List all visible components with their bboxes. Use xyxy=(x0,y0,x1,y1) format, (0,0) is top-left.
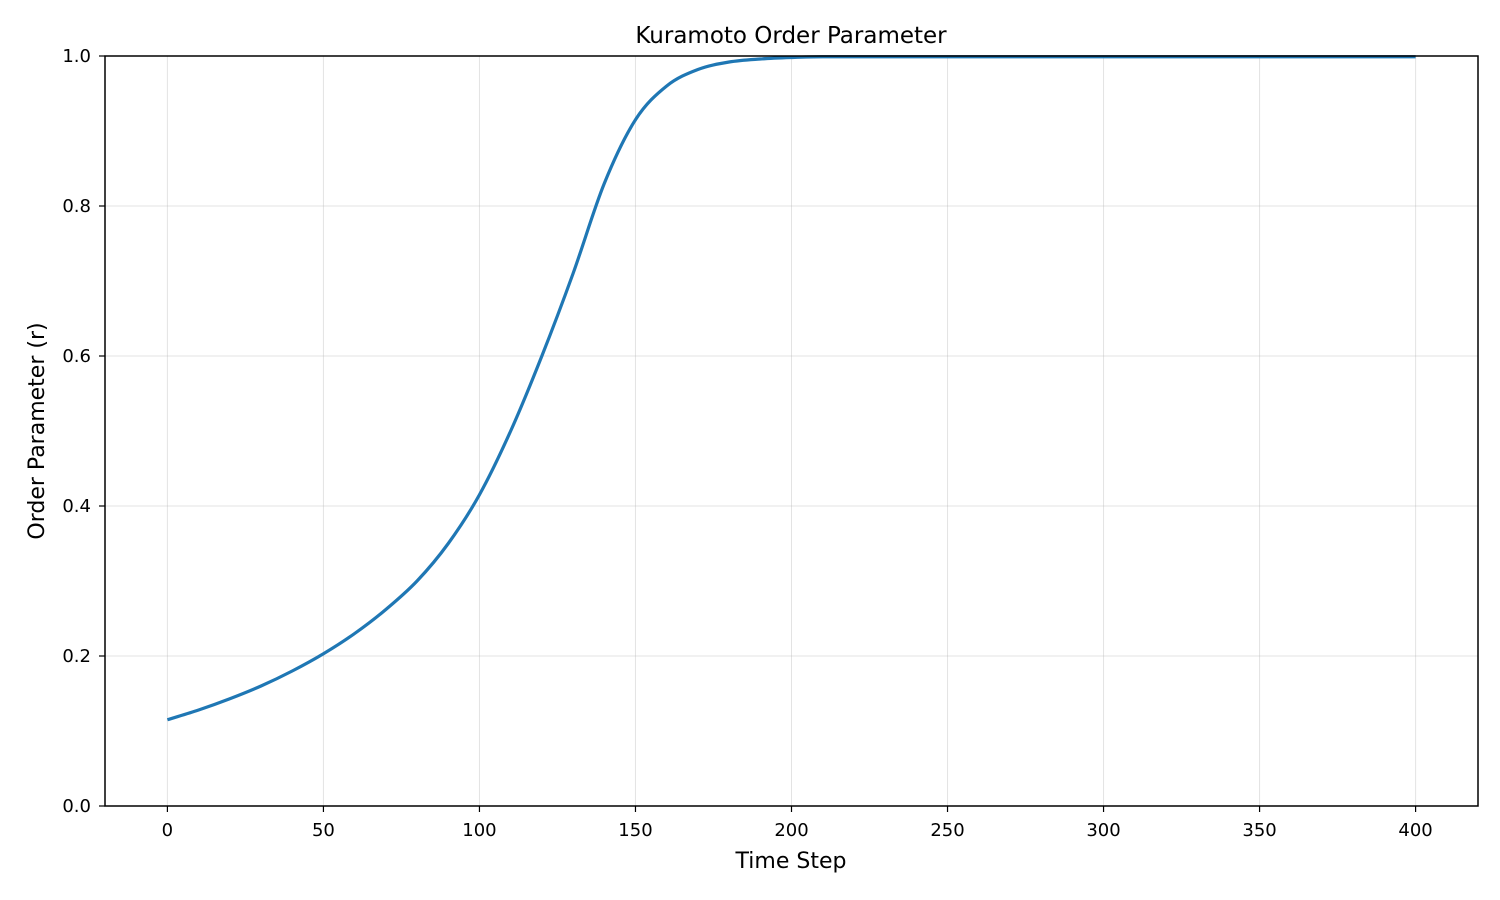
x-tick-label: 250 xyxy=(930,820,964,841)
y-tick-label: 0.4 xyxy=(62,496,91,517)
x-tick-label: 200 xyxy=(774,820,808,841)
x-tick-label: 400 xyxy=(1398,820,1432,841)
y-tick-label: 1.0 xyxy=(62,46,91,67)
y-axis-label: Order Parameter (r) xyxy=(25,322,50,539)
y-tick-label: 0.8 xyxy=(62,196,91,217)
x-tick-label: 50 xyxy=(312,820,335,841)
grid-layer xyxy=(105,55,1478,807)
x-axis-label: Time Step xyxy=(735,849,847,874)
x-axis-ticks: 0 50 100 150 200 250 300 350 400 xyxy=(162,806,1433,841)
y-tick-label: 0.0 xyxy=(62,796,91,817)
x-tick-label: 0 xyxy=(162,820,173,841)
x-tick-label: 300 xyxy=(1086,820,1120,841)
chart-title: Kuramoto Order Parameter xyxy=(635,23,947,49)
y-tick-label: 0.6 xyxy=(62,346,91,367)
y-tick-label: 0.2 xyxy=(62,646,91,667)
y-axis-ticks: 0.0 0.2 0.4 0.6 0.8 1.0 xyxy=(62,46,105,817)
x-tick-label: 100 xyxy=(462,820,496,841)
x-tick-label: 150 xyxy=(618,820,652,841)
x-tick-label: 350 xyxy=(1242,820,1276,841)
